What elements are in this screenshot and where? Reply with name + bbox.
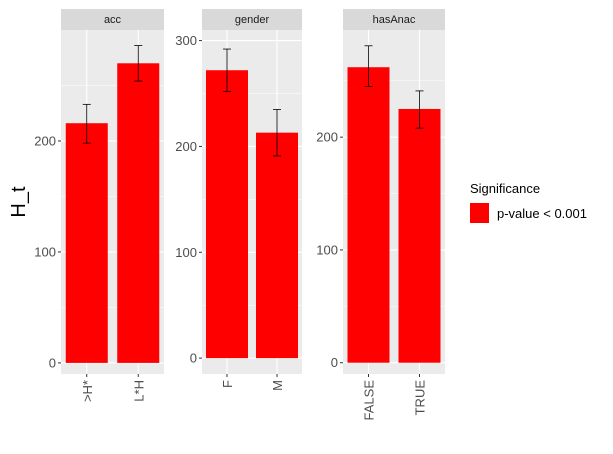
facet-panels: acc 0 100 200 >H* L*H gender 0 100 200 300 F MhasAna… — [34, 9, 445, 420]
facet-strip-label: hasAnac — [373, 14, 416, 26]
bar->H* — [65, 123, 108, 363]
x-tick-label: >H* — [80, 380, 95, 402]
y-tick-label: 300 — [175, 33, 197, 48]
facet-strip-label: gender — [235, 14, 270, 26]
legend-entries: p-value < 0.001 — [470, 203, 587, 223]
bar-TRUE — [398, 108, 441, 363]
x-tick-label: L*H — [131, 380, 146, 402]
y-axis-label: H_t — [8, 186, 30, 218]
y-tick-label: 0 — [190, 351, 197, 366]
facet-panel-gender: gender 0 100 200 300 F M — [175, 9, 302, 391]
bar-FALSE — [347, 67, 390, 363]
bar-F — [206, 70, 248, 359]
y-tick-label: 200 — [175, 139, 197, 154]
y-tick-label: 200 — [34, 133, 56, 148]
y-tick-label: 100 — [175, 245, 197, 260]
facet-strip-label: acc — [104, 14, 122, 26]
facet-strip — [202, 9, 302, 30]
legend-key — [470, 203, 489, 223]
facet-strip — [343, 9, 445, 30]
legend-title: Significance — [470, 181, 540, 196]
facet-panel-acc: acc 0 100 200 >H* L*H — [34, 9, 164, 402]
facet-panel-hasAnac: hasAnac 0 100 200 FALSE TRUE — [316, 9, 445, 420]
y-tick-label: 100 — [34, 244, 56, 259]
x-tick-label: F — [220, 380, 235, 388]
facet-strip — [61, 9, 164, 30]
y-tick-label: 0 — [331, 355, 338, 370]
y-tick-label: 0 — [49, 355, 56, 370]
legend: Significance p-value < 0.001 — [470, 181, 587, 223]
y-tick-label: 200 — [316, 130, 338, 145]
x-tick-label: TRUE — [413, 380, 428, 416]
legend-label: p-value < 0.001 — [497, 206, 587, 221]
bar-M — [256, 132, 298, 359]
x-tick-label: FALSE — [362, 380, 377, 421]
y-tick-label: 100 — [316, 242, 338, 257]
bar-L*H — [117, 63, 160, 363]
x-tick-label: M — [270, 380, 285, 391]
